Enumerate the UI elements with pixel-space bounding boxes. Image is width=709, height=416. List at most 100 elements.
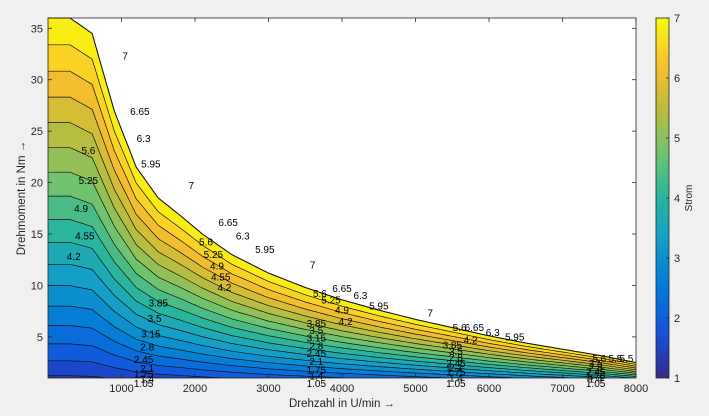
colorbar-tick-label: 1 [674,373,680,385]
contour-label: 3.5 [148,314,162,325]
contour-label: 4.55 [211,273,231,284]
contour-label: 6.3 [236,232,250,243]
contour-label: 1.05 [586,379,606,390]
contour-label: 1.75 [446,367,466,378]
torque-limit-curve [48,17,637,364]
y-tick-label: 20 [31,178,43,190]
contour-label: 1.05 [134,379,154,390]
contour-label: 5.25 [79,176,99,187]
x-tick-label: 7000 [550,383,574,395]
contour-label: 2.45 [446,359,466,370]
contour-label: 5.95 [255,245,275,256]
y-tick-label: 35 [31,23,43,35]
contour-labels: 76.656.35.955.65.254.94.554.276.656.35.9… [67,52,634,391]
x-tick-label: 5000 [403,383,427,395]
contour-line [48,147,636,372]
contour-band [48,325,636,378]
contour-label: 6.3 [353,291,367,302]
y-axis-title: Drehmoment in Nm → [16,141,28,255]
contour-label: 5.5 [619,354,633,365]
colorbar-tick-label: 2 [674,313,680,325]
contour-label: 6.65 [218,218,238,229]
contour-label: 2.8 [140,343,154,354]
contour-label: 1.05 [307,379,327,390]
contour-label: 4.2 [67,252,81,263]
contour-lines [48,18,636,378]
contour-label: 4.55 [75,232,95,243]
contour-label: 6.3 [137,134,151,145]
x-tick-label: 4000 [330,383,354,395]
contour-label: 5.6 [453,323,467,334]
contour-band [48,360,636,378]
contour-label: 3.85 [149,298,169,309]
x-tick-label: 2000 [183,383,207,395]
contour-label: 2.1 [449,363,463,374]
contour-label: 3.15 [141,329,161,340]
contour-label: 1.75 [134,369,154,380]
contour-band [48,343,636,378]
colorbar-tick-label: 7 [674,13,680,25]
contour-label: 2.1 [309,357,323,368]
colorbar-tick-label: 3 [674,253,680,265]
contour-label: 2.8 [449,353,463,364]
y-tick-label: 25 [31,126,43,138]
y-tick-label: 5 [37,332,43,344]
contour-label: 1.4 [140,375,154,386]
contour-label: 4.9 [210,261,224,272]
colorbar-ticks: 1 2 3 4 5 6 7 [666,13,680,385]
contour-line [48,241,636,378]
contour-label: 3.5 [449,347,463,358]
colorbar-label: Strom [684,185,695,212]
contour-label: 4.9 [335,306,349,317]
contour-label: 7 [310,260,316,271]
contour-line [48,285,636,378]
contour-label: 7 [189,181,195,192]
x-tick-label: 3000 [256,383,280,395]
x-tick-label: 8000 [624,383,648,395]
colorbar-tick-label: 5 [674,133,680,145]
contour-line [48,195,636,376]
contour-label: 1.05 [446,379,466,390]
contour-bands [48,18,636,378]
x-axis-title: Drehzahl in U/min → [289,398,395,410]
contour-label: 5.95 [505,332,525,343]
contour-label: 6.65 [130,107,150,118]
contour-label: 6.3 [486,328,500,339]
contour-label: 2.1 [140,364,154,375]
contour-label: 5.95 [141,160,161,171]
contour-label: 1.4 [589,375,603,386]
contour-label: 1.75 [307,365,327,376]
contour-label: 3.5 [309,326,323,337]
contour-label: 2.8 [589,363,603,374]
contour-line [48,360,636,378]
x-tick-label: 1000 [109,383,133,395]
contour-label: 7 [122,52,128,63]
contour-label: 6.65 [332,284,352,295]
contour-label: 2.8 [309,342,323,353]
contour-line [48,44,636,365]
y-tick-label: 15 [31,229,43,241]
contour-line [48,96,636,369]
contour-label: 3.5 [589,359,603,370]
contour-label: 4.2 [339,317,353,328]
contour-line [48,305,636,378]
contour-label: 1.4 [309,371,323,382]
contour-line [48,263,636,378]
contour-label: 2.45 [134,355,154,366]
contour-line [48,325,636,378]
contour-label: 4.2 [464,335,478,346]
colorbar-tick-label: 4 [674,193,680,205]
contour-label: 5.25 [204,250,224,261]
y-tick-label: 10 [31,280,43,292]
x-tick-label: 6000 [477,383,501,395]
contour-band [48,306,636,378]
contour-label: 2.45 [307,349,327,360]
contour-label: 5.6 [592,354,606,365]
contour-label: 3.15 [307,333,327,344]
contour-label: 6.65 [465,323,485,334]
colorbar-tick-label: 6 [674,73,680,85]
contour-label: 5.5 [608,354,622,365]
x-axis: 1000 2000 3000 4000 5000 6000 7000 8000 [109,18,648,395]
contour-line [48,219,636,377]
